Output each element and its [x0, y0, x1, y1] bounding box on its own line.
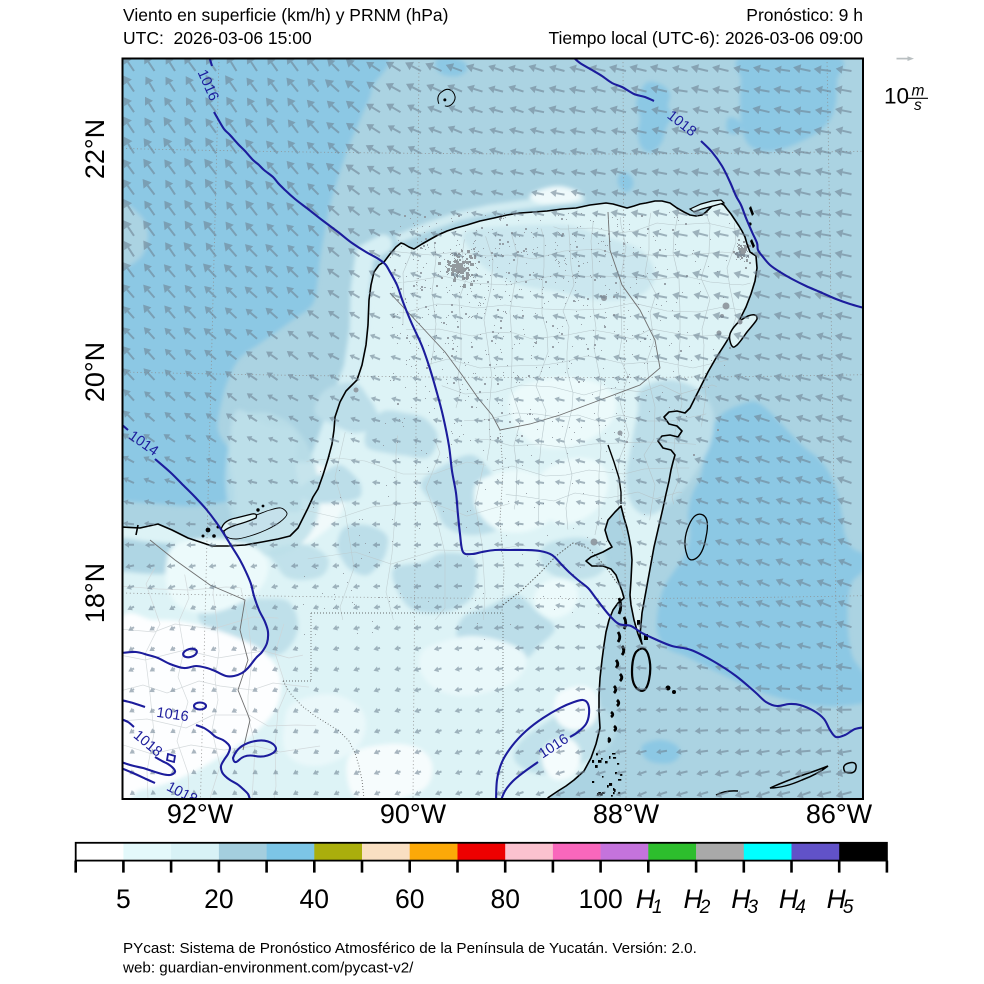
svg-text:20: 20 — [204, 884, 233, 914]
svg-text:88°W: 88°W — [593, 799, 660, 829]
svg-text:Pronóstico: 9 h: Pronóstico: 9 h — [746, 5, 863, 25]
svg-text:5: 5 — [843, 897, 854, 918]
svg-text:18°N: 18°N — [80, 563, 110, 623]
svg-text:UTC: 2026-03-06 15:00: UTC: 2026-03-06 15:00 — [123, 28, 312, 48]
svg-text:H: H — [636, 884, 656, 914]
svg-text:H: H — [731, 884, 751, 914]
svg-text:40: 40 — [300, 884, 329, 914]
svg-text:Viento en superficie (km/h) y: Viento en superficie (km/h) y PRNM (hPa) — [123, 5, 449, 25]
svg-text:100: 100 — [578, 884, 622, 914]
svg-text:80: 80 — [490, 884, 519, 914]
svg-text:m: m — [912, 83, 925, 100]
svg-text:4: 4 — [795, 897, 806, 918]
svg-text:92°W: 92°W — [167, 799, 234, 829]
svg-text:web: guardian-environment.com/: web: guardian-environment.com/pycast-v2/ — [122, 960, 414, 977]
svg-text:PYcast: Sistema de Pronóstico: PYcast: Sistema de Pronóstico Atmosféric… — [123, 940, 697, 957]
svg-text:20°N: 20°N — [80, 342, 110, 402]
svg-text:60: 60 — [395, 884, 424, 914]
svg-text:86°W: 86°W — [806, 799, 873, 829]
svg-text:5: 5 — [116, 884, 131, 914]
svg-text:s: s — [914, 97, 922, 114]
svg-text:10: 10 — [884, 84, 909, 109]
svg-text:22°N: 22°N — [80, 119, 110, 179]
svg-text:90°W: 90°W — [380, 799, 447, 829]
svg-text:3: 3 — [748, 897, 759, 918]
svg-text:H: H — [779, 884, 799, 914]
svg-text:Tiempo local (UTC-6): 2026-03-: Tiempo local (UTC-6): 2026-03-06 09:00 — [549, 28, 864, 48]
svg-text:H: H — [827, 884, 847, 914]
svg-text:1016: 1016 — [155, 705, 189, 725]
svg-text:H: H — [684, 884, 704, 914]
svg-text:2: 2 — [699, 897, 711, 918]
svg-text:1: 1 — [652, 897, 663, 918]
